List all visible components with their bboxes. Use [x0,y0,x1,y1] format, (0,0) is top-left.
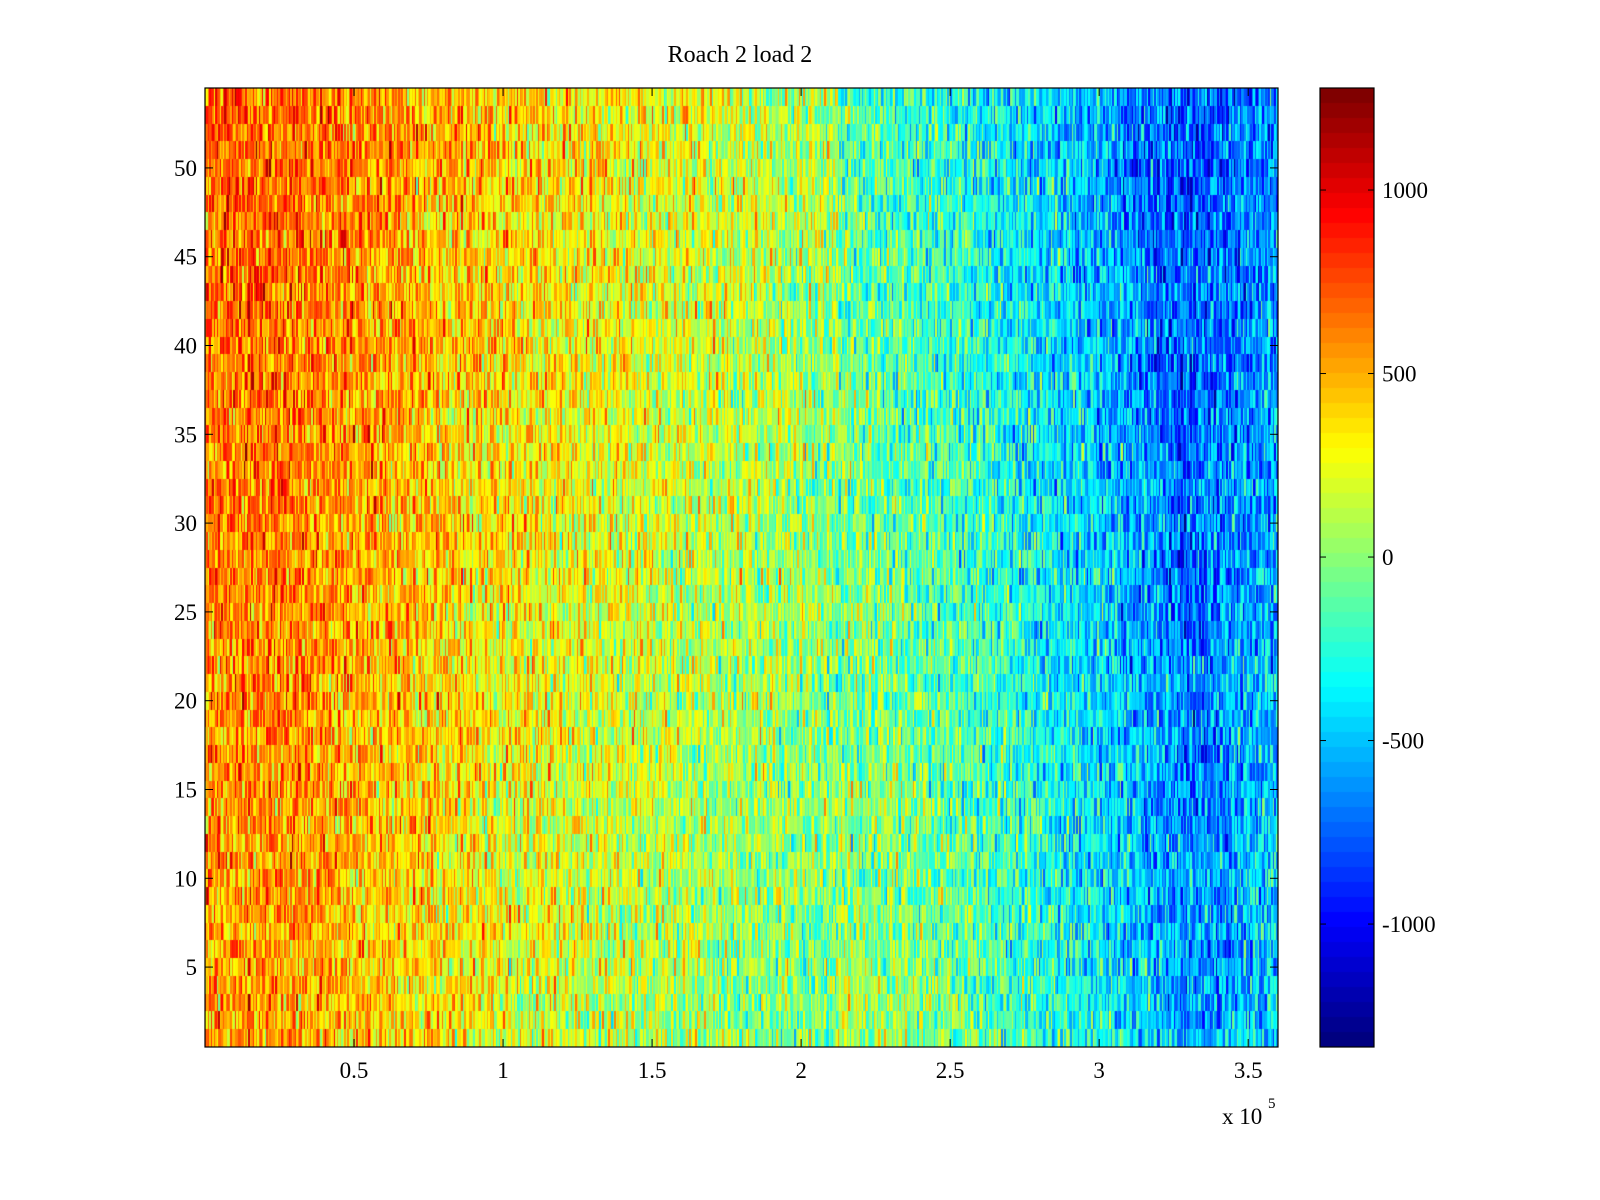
colorbar-frame [1319,87,1375,1048]
colorbar-tick-label: 500 [1382,362,1417,387]
y-tick-label: 35 [174,422,197,447]
x-exponent-label: x 10 [1222,1104,1262,1129]
x-tick-label: 2.5 [936,1058,965,1083]
x-tick-label: 3 [1093,1058,1105,1083]
x-tick-label: 2 [795,1058,807,1083]
x-exponent: 5 [1268,1096,1276,1112]
y-tick-label: 30 [174,511,197,536]
y-axis: 5 10 15 20 25 30 35 40 45 50 [174,156,1278,980]
colorbar-axis: 1000 500 0 -500 -1000 [1320,178,1436,937]
colorbar-tick-label: 1000 [1382,178,1428,203]
y-tick-label: 25 [174,600,197,625]
colorbar-tick-label: -1000 [1382,912,1436,937]
x-tick-label: 0.5 [340,1058,369,1083]
y-tick-label: 50 [174,156,197,181]
x-tick-label: 3.5 [1234,1058,1263,1083]
y-tick-label: 40 [174,334,197,359]
x-axis: 0.5 1 1.5 2 2.5 3 3.5 [340,88,1263,1083]
y-tick-label: 10 [174,866,197,891]
chart-title: Roach 2 load 2 [667,42,813,68]
y-tick-label: 20 [174,689,197,714]
y-tick-label: 15 [174,777,197,802]
x-tick-label: 1 [497,1058,509,1083]
x-tick-label: 1.5 [638,1058,667,1083]
y-tick-label: 5 [186,955,198,980]
colorbar [1320,88,1374,1047]
y-tick-label: 45 [174,245,197,270]
plot-frame [204,87,1279,1048]
colorbar-tick-label: 0 [1382,545,1394,570]
heatmap-cells [205,88,1278,1047]
colorbar-tick-label: -500 [1382,729,1424,754]
